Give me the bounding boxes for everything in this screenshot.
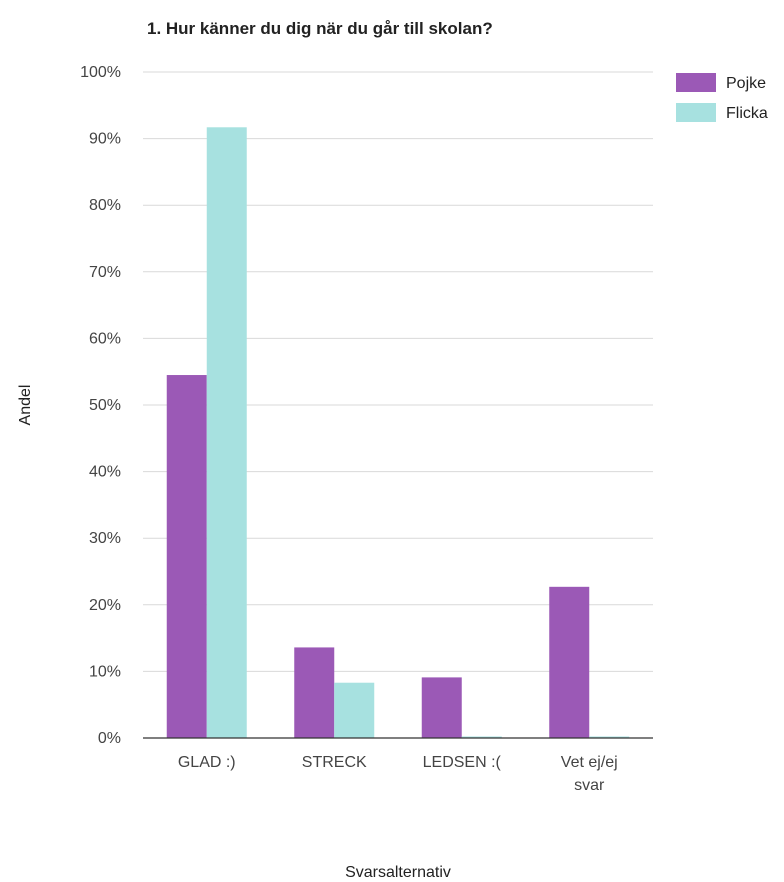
y-tick-label: 80% [89, 197, 121, 214]
y-axis-label: Andel [17, 385, 34, 426]
bar-flicka-0 [206, 127, 247, 738]
y-tick-label: 10% [89, 663, 121, 680]
y-tick-label: 30% [89, 530, 121, 547]
y-tick-label: 70% [89, 264, 121, 281]
bar-pojke-1 [294, 647, 335, 738]
legend-swatch-pojke [676, 73, 716, 92]
x-tick-label: LEDSEN :( [423, 754, 502, 771]
x-axis-label: Svarsalternativ [345, 864, 451, 881]
y-tick-label: 40% [89, 464, 121, 481]
chart-title: 1. Hur känner du dig när du går till sko… [147, 19, 493, 38]
legend: Pojke Flicka [676, 73, 768, 122]
bar-flicka-3 [589, 736, 630, 738]
y-tick-label: 50% [89, 397, 121, 414]
bar-flicka-2 [461, 736, 502, 738]
y-tick-label: 60% [89, 330, 121, 347]
x-tick-label: Vet ej/ej [561, 754, 618, 771]
y-tick-label: 90% [89, 131, 121, 148]
bar-flicka-1 [334, 682, 375, 738]
bar-pojke-3 [549, 586, 590, 738]
x-tick-label: STRECK [302, 754, 367, 771]
x-axis-ticks: GLAD :) STRECK LEDSEN :( Vet ej/ej svar [178, 754, 618, 794]
y-tick-label: 20% [89, 597, 121, 614]
bar-pojke-0 [166, 375, 207, 738]
legend-swatch-flicka [676, 103, 716, 122]
x-tick-label: svar [574, 777, 605, 794]
x-tick-label: GLAD :) [178, 754, 236, 771]
y-tick-label: 100% [80, 64, 121, 81]
legend-label-pojke: Pojke [726, 75, 766, 92]
y-tick-label: 0% [98, 730, 121, 747]
legend-label-flicka: Flicka [726, 105, 768, 122]
bars [166, 127, 630, 738]
y-axis-ticks: 0% 10% 20% 30% 40% 50% 60% 70% 80% 90% 100% [80, 64, 121, 747]
bar-pojke-2 [421, 677, 462, 738]
